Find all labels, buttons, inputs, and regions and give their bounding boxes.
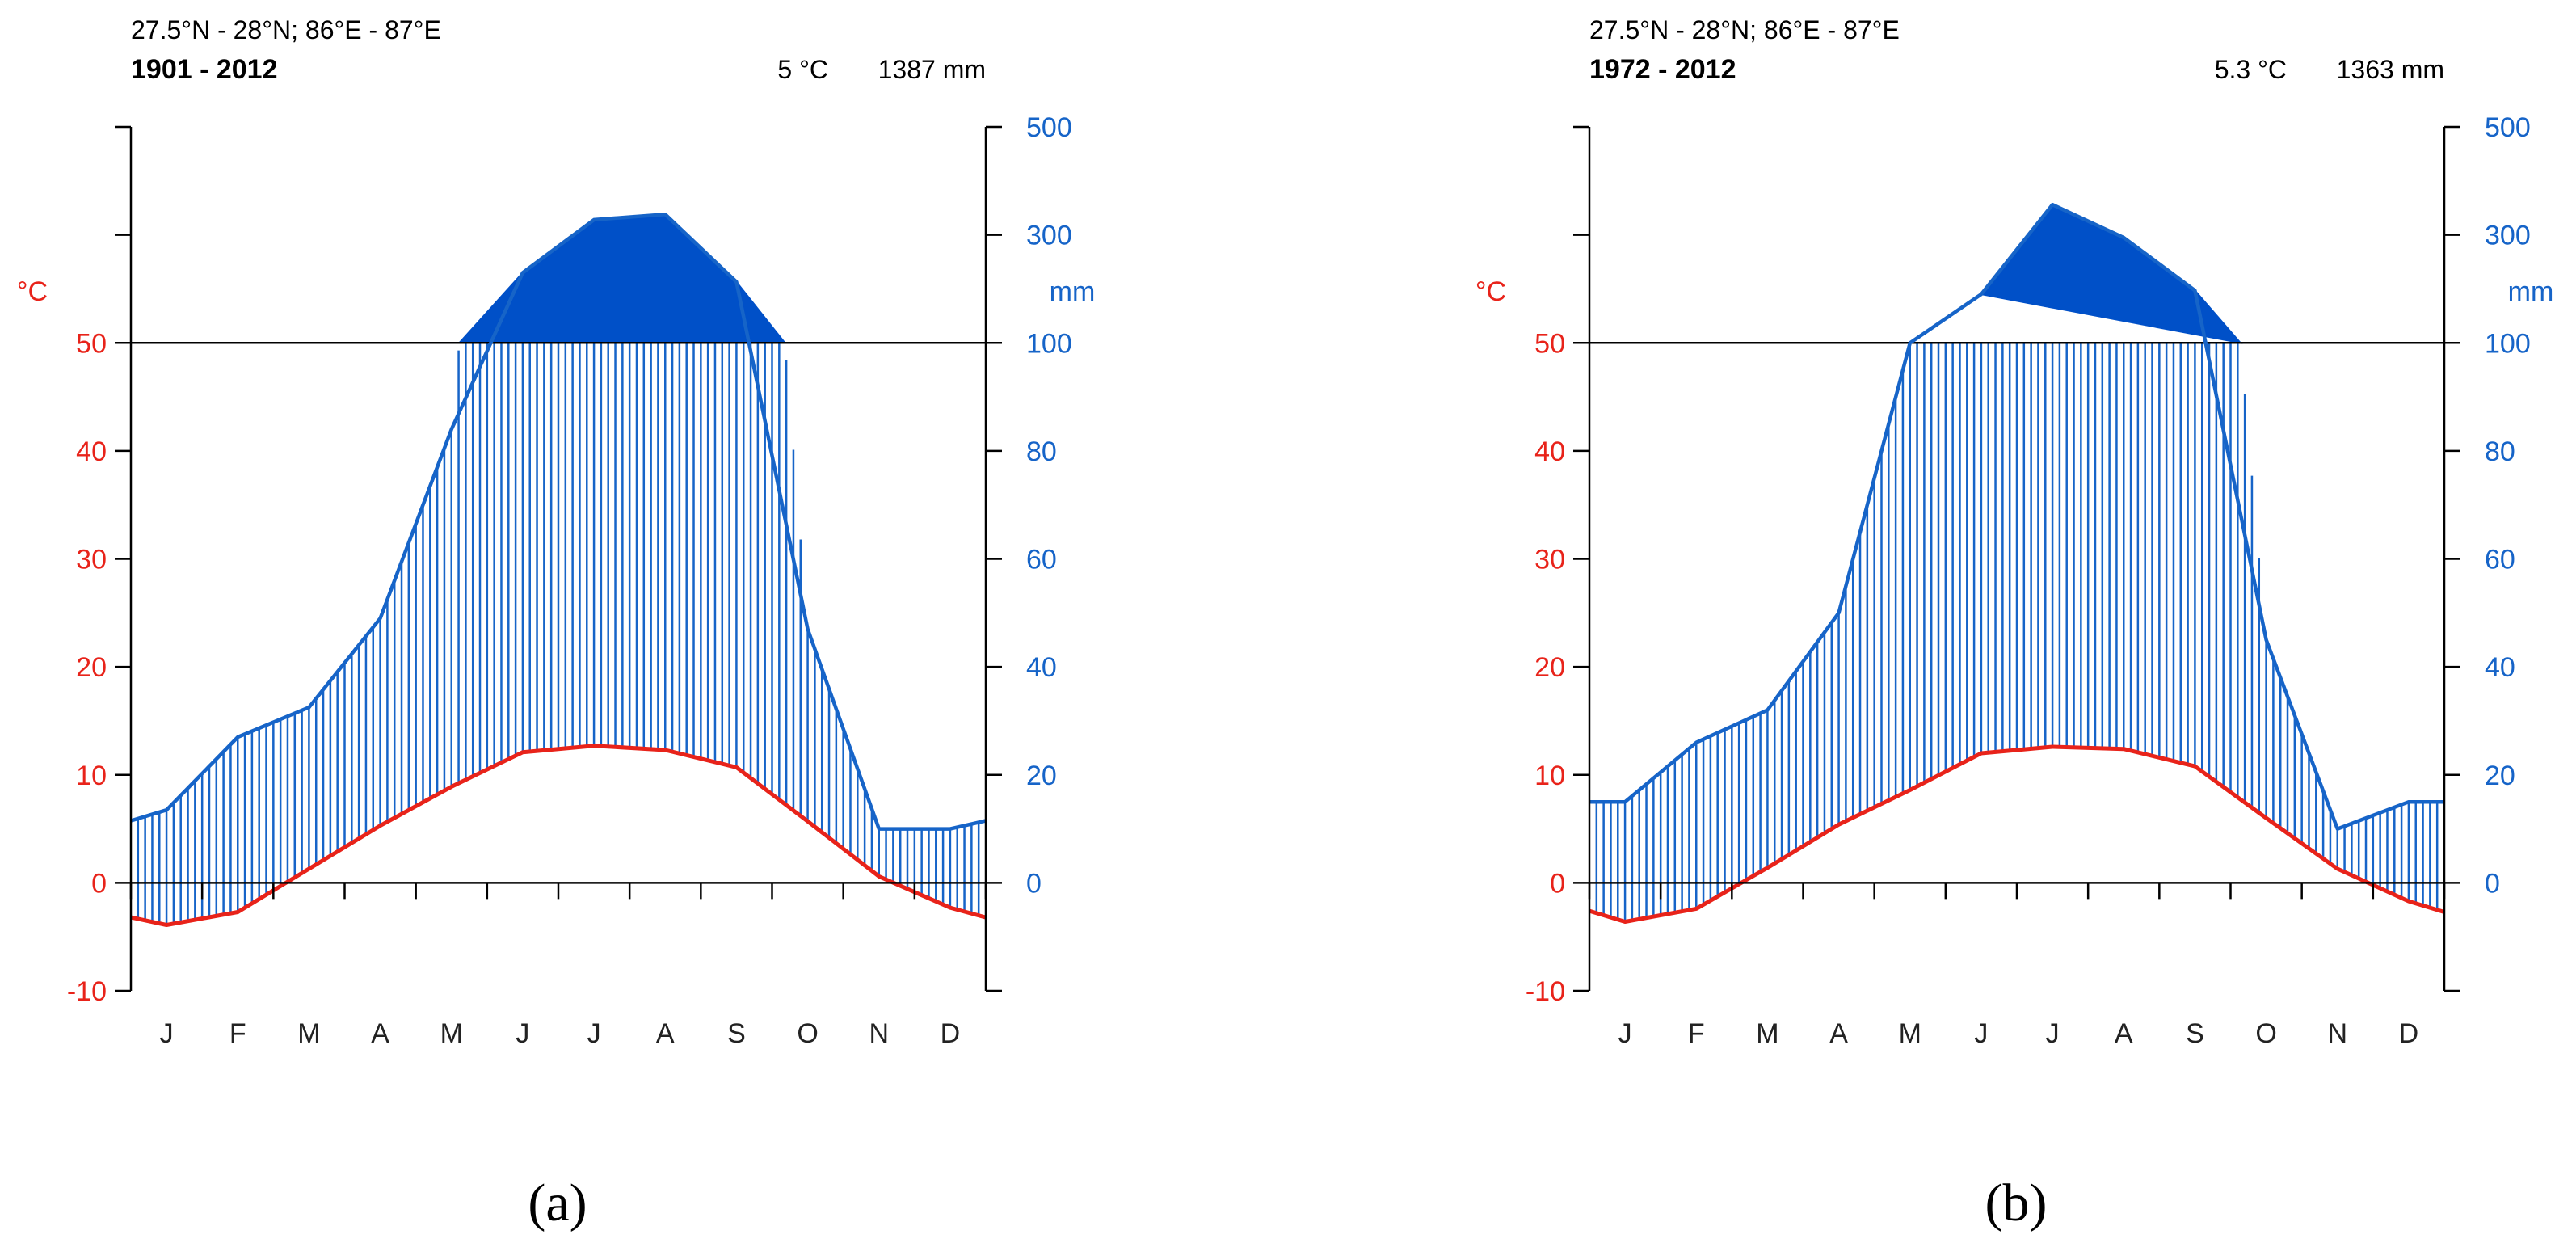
temperature-unit-label: °C [1475, 276, 1506, 307]
right-tick-label: 300 [2485, 221, 2531, 251]
right-tick-label: 500 [1026, 112, 1072, 143]
month-label: A [371, 1018, 389, 1049]
location-text: 27.5°N - 28°N; 86°E - 87°E [1589, 15, 1900, 44]
month-label: A [2115, 1018, 2133, 1049]
left-tick-label: 40 [1534, 436, 1565, 467]
right-tick-label: 0 [2485, 868, 2500, 899]
mean-temperature-text: 5.3 °C [2215, 55, 2287, 84]
right-tick-label: 40 [2485, 652, 2515, 683]
period-text: 1972 - 2012 [1589, 54, 1736, 85]
annual-precipitation-text: 1363 mm [2337, 55, 2444, 84]
right-tick-label: 80 [1026, 436, 1057, 467]
precipitation-unit-label: mm [1050, 276, 1096, 307]
month-label: S [2186, 1018, 2204, 1049]
month-label: M [440, 1018, 463, 1049]
right-tick-label: 0 [1026, 868, 1042, 899]
left-tick-label: 40 [76, 436, 107, 467]
right-tick-label: 60 [2485, 545, 2515, 575]
left-tick-label: 0 [1550, 868, 1565, 899]
annual-precipitation-text: 1387 mm [878, 55, 986, 84]
month-label: M [1899, 1018, 1921, 1049]
right-tick-label: 300 [1026, 221, 1072, 251]
left-tick-label: -10 [67, 976, 107, 1007]
month-label: J [587, 1018, 601, 1049]
left-tick-label: 20 [1534, 652, 1565, 683]
month-label: F [1688, 1018, 1705, 1049]
precipitation-line [1589, 202, 2444, 831]
temperature-line [130, 744, 987, 927]
month-label: J [160, 1018, 174, 1049]
precipitation-line [130, 212, 987, 831]
right-tick-label: 40 [1026, 652, 1057, 683]
climate-diagram-b: 27.5°N - 28°N; 86°E - 87°E 1972 - 2012 5… [1475, 15, 2553, 1232]
month-label: M [1756, 1018, 1778, 1049]
month-label: J [1618, 1018, 1632, 1049]
left-tick-label: 30 [1534, 545, 1565, 575]
month-label: D [2399, 1018, 2419, 1049]
month-label: D [941, 1018, 961, 1049]
period-text: 1901 - 2012 [131, 54, 278, 85]
humid-period-hatching [137, 343, 980, 925]
panel-label: (b) [1985, 1173, 2048, 1232]
left-tick-label: 20 [76, 652, 107, 683]
month-label: O [2255, 1018, 2276, 1049]
left-tick-label: 30 [76, 545, 107, 575]
right-tick-label: 60 [1026, 545, 1057, 575]
left-tick-label: 0 [91, 868, 107, 899]
month-label: A [1829, 1018, 1848, 1049]
left-tick-label: 10 [76, 761, 107, 791]
right-tick-label: 100 [1026, 328, 1072, 359]
panel-label: (a) [528, 1173, 587, 1232]
humid-period-hatching [1595, 343, 2439, 922]
right-tick-label: 500 [2485, 112, 2531, 143]
month-label: J [516, 1018, 529, 1049]
month-label: M [297, 1018, 320, 1049]
mean-temperature-text: 5 °C [777, 55, 828, 84]
right-tick-label: 20 [1026, 761, 1057, 791]
left-tick-label: 10 [1534, 761, 1565, 791]
precipitation-unit-label: mm [2508, 276, 2554, 307]
right-tick-label: 80 [2485, 436, 2515, 467]
right-tick-label: 20 [2485, 761, 2515, 791]
temperature-unit-label: °C [17, 276, 48, 307]
climate-diagram-a: 27.5°N - 28°N; 86°E - 87°E 1901 - 2012 5… [17, 15, 1095, 1232]
month-label: F [229, 1018, 246, 1049]
location-text: 27.5°N - 28°N; 86°E - 87°E [131, 15, 441, 44]
month-label: A [656, 1018, 675, 1049]
left-tick-label: 50 [76, 328, 107, 359]
month-label: N [869, 1018, 889, 1049]
left-tick-label: 50 [1534, 328, 1565, 359]
right-tick-label: 100 [2485, 328, 2531, 359]
left-tick-label: -10 [1526, 976, 1565, 1007]
month-label: O [797, 1018, 818, 1049]
month-label: J [2046, 1018, 2060, 1049]
month-label: N [2327, 1018, 2347, 1049]
month-label: J [1974, 1018, 1988, 1049]
temperature-line [1589, 744, 2445, 924]
month-label: S [727, 1018, 746, 1049]
